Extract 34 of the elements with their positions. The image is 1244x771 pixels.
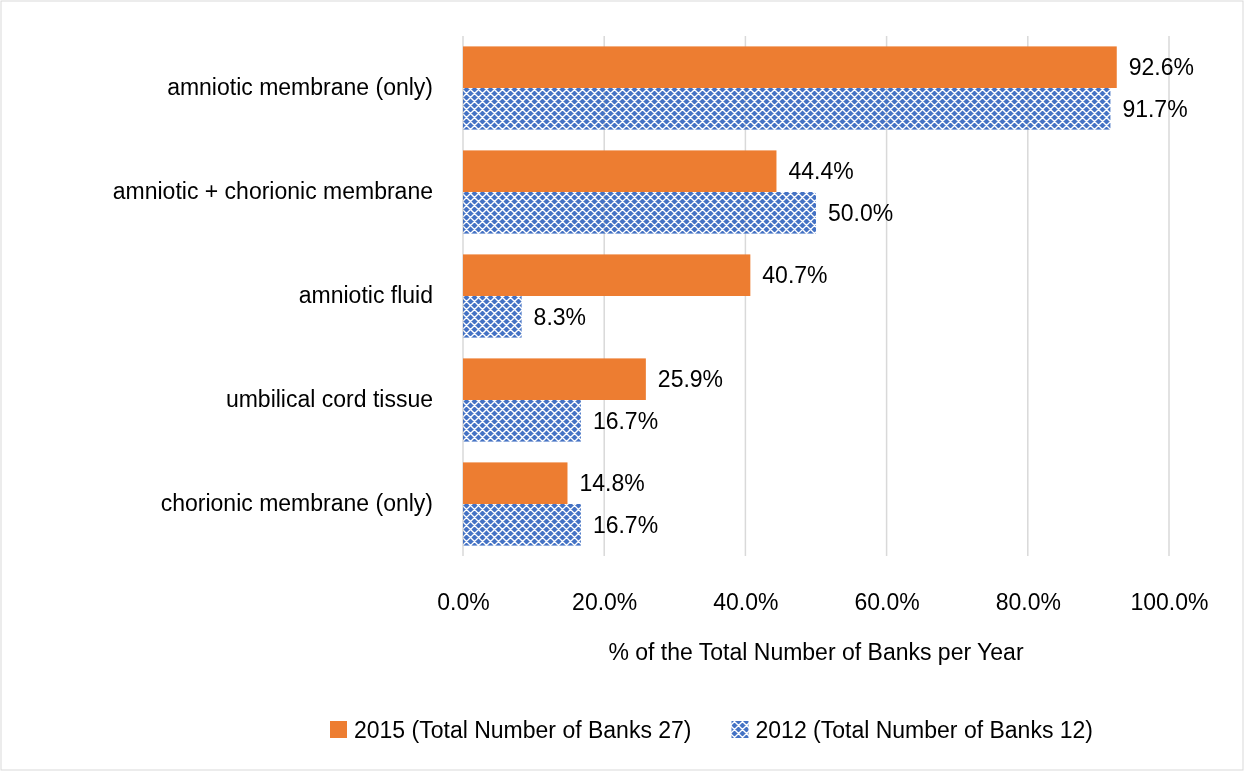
bar: [463, 462, 568, 504]
data-label: 25.9%: [657, 366, 724, 393]
bar: [463, 504, 581, 546]
x-tick-label: 60.0%: [854, 589, 920, 616]
bar: [463, 358, 646, 400]
y-tick-label: amniotic + chorionic membrane: [112, 178, 433, 205]
y-tick-label: amniotic membrane (only): [167, 74, 433, 101]
data-label: 91.7%: [1122, 95, 1188, 122]
y-tick-label: amniotic fluid: [298, 282, 433, 309]
data-label: 14.8%: [579, 470, 645, 497]
data-label: 50.0%: [828, 199, 894, 226]
y-tick-label: chorionic membrane (only): [160, 490, 433, 517]
data-label: 40.7%: [762, 262, 828, 289]
bar: [463, 88, 1111, 130]
x-axis-title: % of the Total Number of Banks per Year: [608, 639, 1024, 665]
data-label: 8.3%: [533, 303, 587, 330]
legend-label: 2015 (Total Number of Banks 27): [354, 717, 692, 744]
x-tick-label: 100.0%: [1130, 589, 1209, 616]
y-tick-label: umbilical cord tissue: [225, 386, 433, 413]
x-tick-label: 0.0%: [437, 589, 490, 616]
data-label: 16.7%: [592, 511, 659, 538]
bar: [463, 400, 581, 442]
bar: [463, 296, 522, 338]
x-tick-label: 20.0%: [572, 589, 638, 616]
x-tick-label: 80.0%: [995, 589, 1061, 616]
bar: [463, 150, 777, 192]
legend-label: 2012 (Total Number of Banks 12): [755, 717, 1094, 744]
bar: [463, 254, 751, 296]
bar: [463, 46, 1117, 88]
data-label: 92.6%: [1128, 54, 1194, 81]
data-label: 44.4%: [788, 158, 854, 185]
data-label: 16.7%: [592, 407, 659, 434]
bar: [463, 192, 816, 234]
x-tick-label: 40.0%: [713, 589, 779, 616]
